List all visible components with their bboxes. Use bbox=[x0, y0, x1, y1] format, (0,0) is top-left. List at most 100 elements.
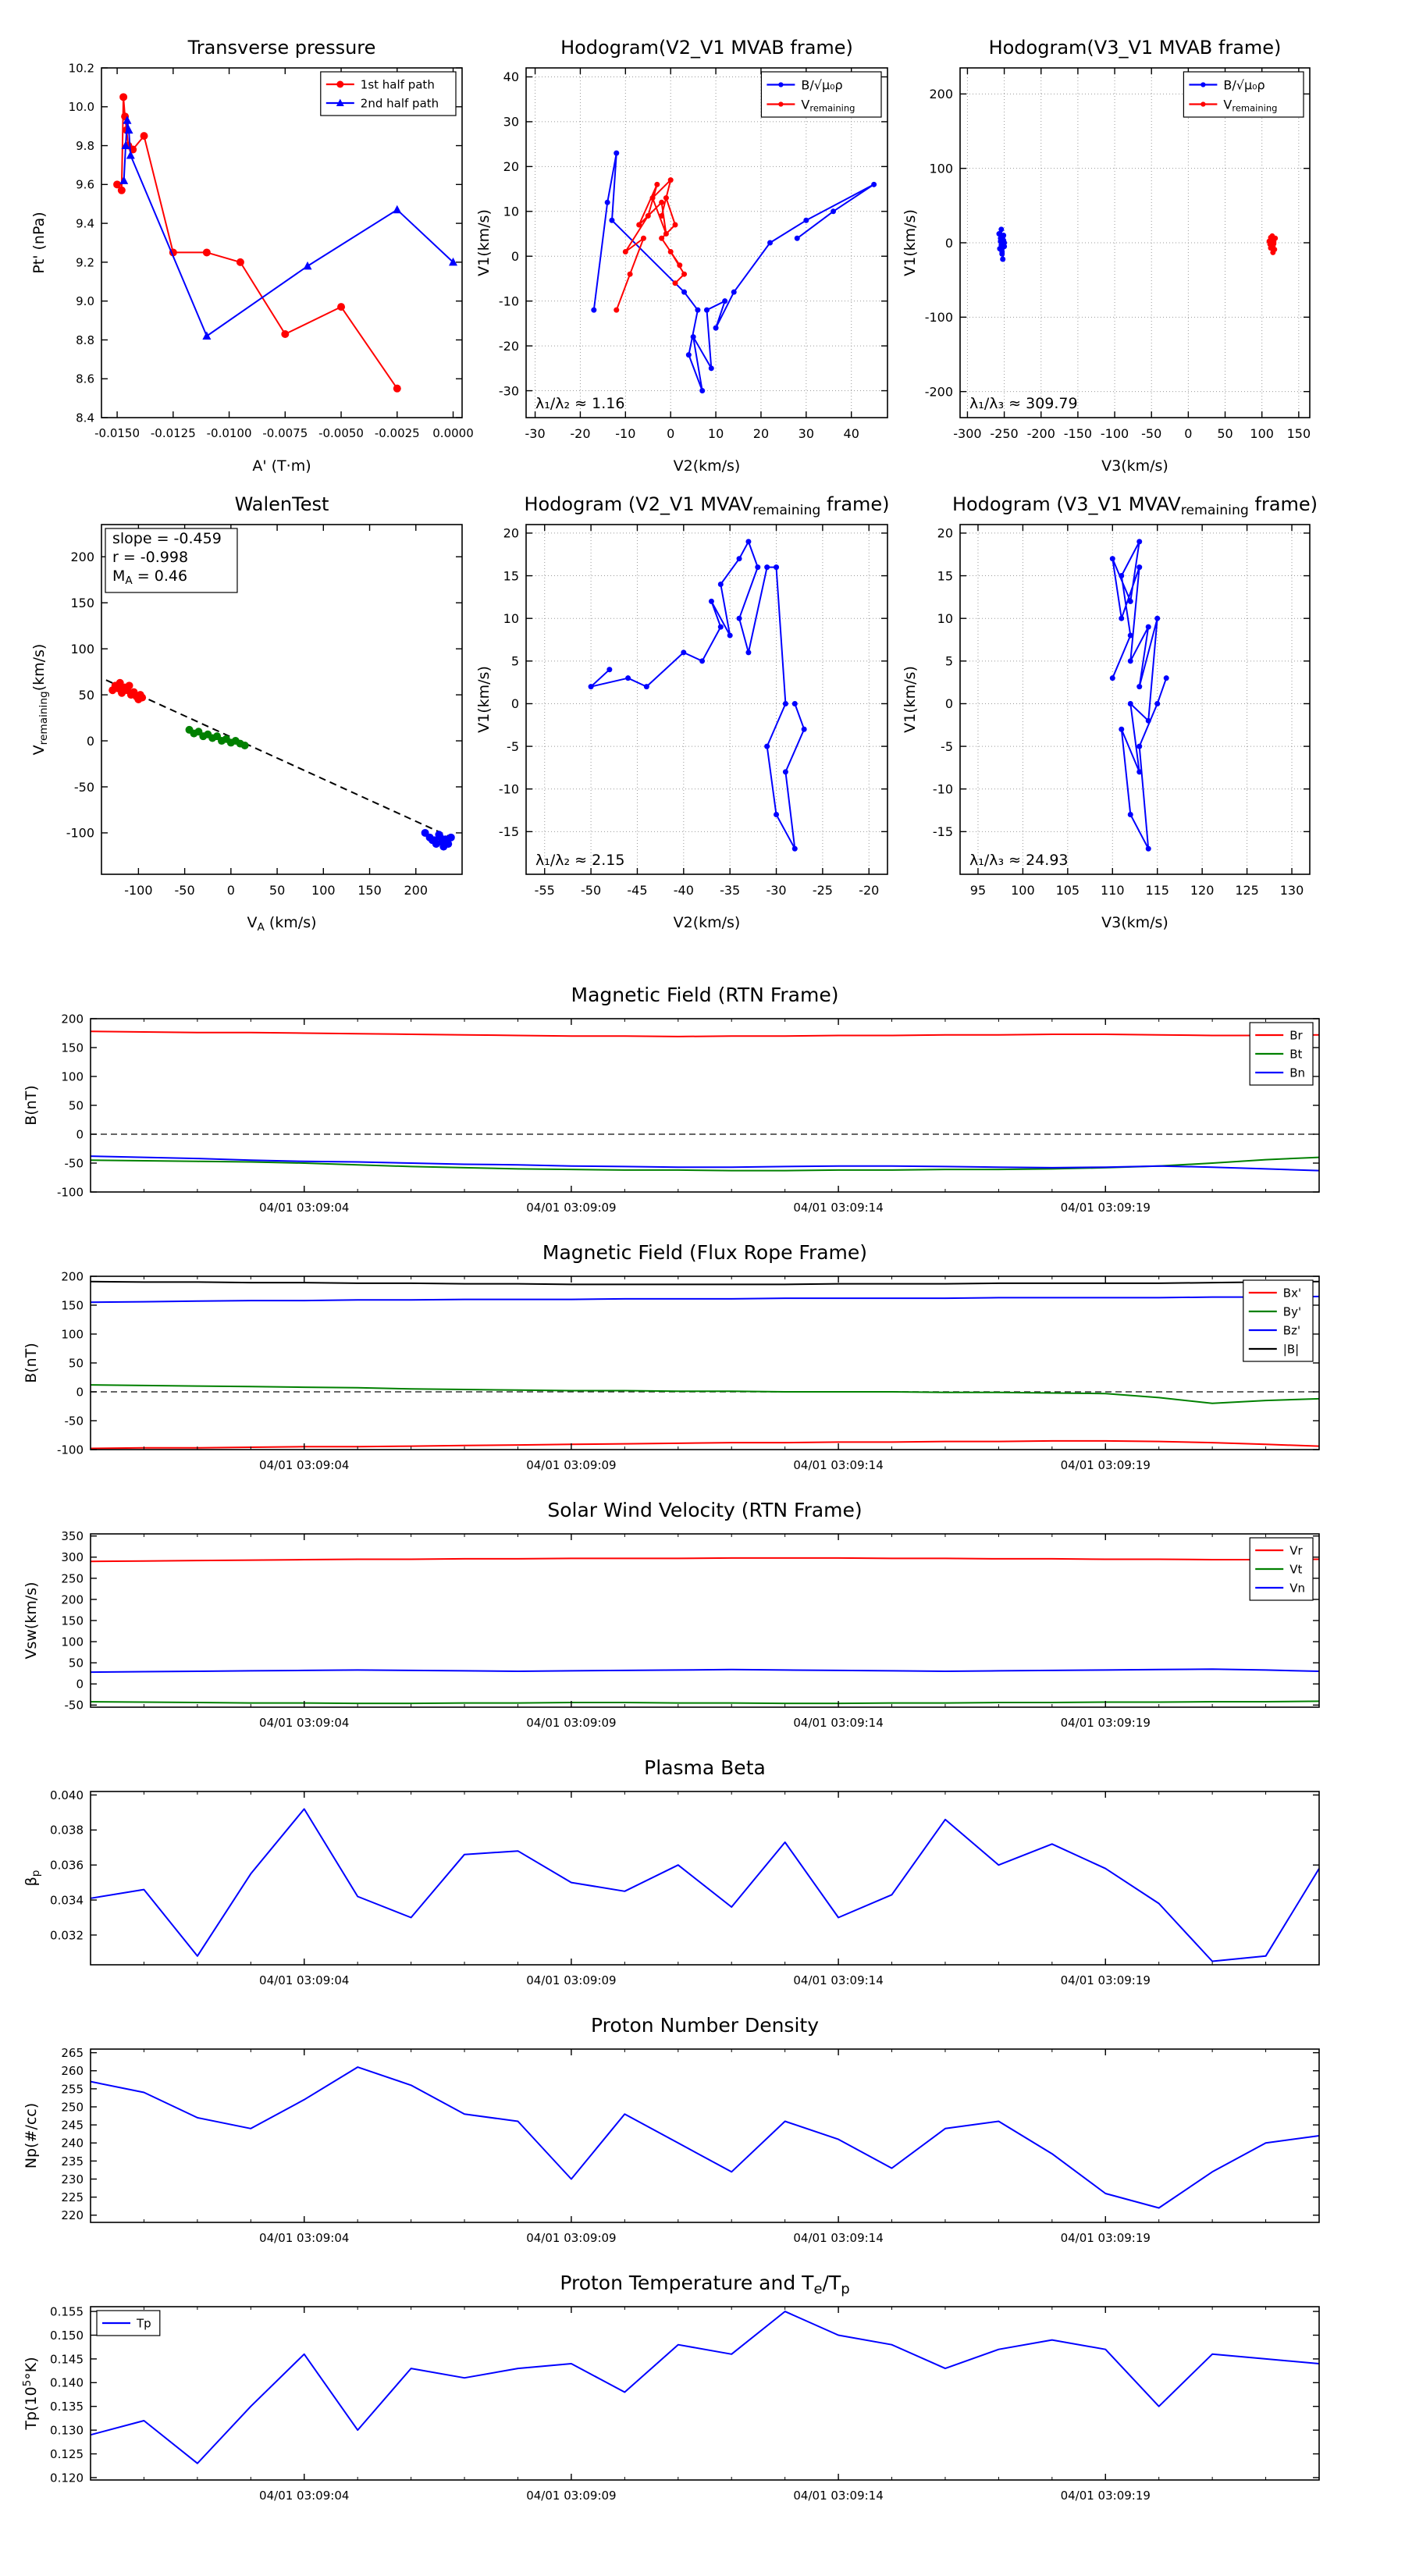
svg-text:0.032: 0.032 bbox=[50, 1928, 84, 1942]
svg-text:-50: -50 bbox=[65, 1699, 84, 1713]
svg-text:V1(km/s): V1(km/s) bbox=[478, 666, 493, 733]
svg-text:04/01 03:09:14: 04/01 03:09:14 bbox=[793, 2231, 883, 2245]
svg-text:-100: -100 bbox=[925, 310, 953, 325]
svg-text:04/01 03:09:09: 04/01 03:09:09 bbox=[526, 2231, 616, 2245]
svg-text:0.140: 0.140 bbox=[50, 2376, 84, 2390]
svg-text:V2(km/s): V2(km/s) bbox=[674, 914, 741, 931]
svg-text:2nd half path: 2nd half path bbox=[361, 96, 439, 110]
svg-text:V3(km/s): V3(km/s) bbox=[1101, 914, 1168, 931]
chart-hodogram-v2v1-mvab: -30 -20 -10 0 10 20 30 40 -30 -20 -10 0 10 20 30 40 Hodo… bbox=[475, 12, 903, 480]
svg-text:04/01 03:09:04: 04/01 03:09:04 bbox=[259, 1973, 349, 1987]
svg-text:20: 20 bbox=[937, 526, 953, 541]
svg-text:Np(#/cc): Np(#/cc) bbox=[23, 2103, 40, 2169]
svg-text:20: 20 bbox=[503, 159, 519, 174]
svg-text:20: 20 bbox=[753, 426, 769, 441]
svg-text:0: 0 bbox=[511, 249, 519, 264]
svg-text:10: 10 bbox=[503, 205, 519, 219]
svg-text:Bx': Bx' bbox=[1283, 1286, 1301, 1300]
svg-text:50: 50 bbox=[69, 1356, 84, 1370]
svg-text:Vn: Vn bbox=[1289, 1581, 1305, 1595]
svg-text:50: 50 bbox=[69, 1656, 84, 1670]
svg-text:-150: -150 bbox=[1064, 426, 1092, 441]
svg-text:04/01 03:09:04: 04/01 03:09:04 bbox=[259, 1458, 349, 1472]
svg-text:40: 40 bbox=[503, 69, 519, 84]
svg-text:110: 110 bbox=[1101, 883, 1125, 898]
svg-text:-40: -40 bbox=[674, 883, 694, 898]
svg-text:0.036: 0.036 bbox=[50, 1859, 84, 1873]
svg-text:10: 10 bbox=[708, 426, 724, 441]
svg-text:-5: -5 bbox=[507, 739, 519, 754]
svg-text:-100: -100 bbox=[1101, 426, 1129, 441]
svg-text:Hodogram (V2_V1 MVAVremaining: Hodogram (V2_V1 MVAVremaining frame) bbox=[524, 493, 889, 518]
svg-text:Proton Temperature and Te/Tp: Proton Temperature and Te/Tp bbox=[560, 2272, 849, 2297]
svg-text:265: 265 bbox=[61, 2046, 84, 2060]
svg-text:Tp(105°K): Tp(105°K) bbox=[21, 2357, 40, 2430]
svg-text:250: 250 bbox=[61, 2100, 84, 2114]
svg-text:230: 230 bbox=[61, 2172, 84, 2186]
chart-magnetic-field-rtn: 04/01 03:09:04 04/01 03:09:09 04/01 03:09:… bbox=[8, 964, 1397, 1222]
svg-text:150: 150 bbox=[70, 596, 94, 610]
svg-text:0.130: 0.130 bbox=[50, 2424, 84, 2438]
svg-text:150: 150 bbox=[357, 883, 382, 898]
svg-text:V1(km/s): V1(km/s) bbox=[902, 209, 919, 276]
svg-text:15: 15 bbox=[503, 568, 519, 583]
svg-text:0: 0 bbox=[945, 236, 953, 251]
svg-text:100: 100 bbox=[929, 161, 953, 176]
svg-text:04/01 03:09:19: 04/01 03:09:19 bbox=[1061, 1458, 1151, 1472]
svg-text:0.145: 0.145 bbox=[50, 2352, 84, 2366]
svg-text:B(nT): B(nT) bbox=[23, 1343, 40, 1383]
svg-text:Bn: Bn bbox=[1289, 1066, 1305, 1080]
svg-text:By': By' bbox=[1283, 1304, 1301, 1318]
svg-text:-20: -20 bbox=[859, 883, 879, 898]
svg-text:Transverse pressure: Transverse pressure bbox=[187, 37, 376, 59]
svg-text:VA (km/s): VA (km/s) bbox=[247, 914, 316, 934]
svg-text:r = -0.998: r = -0.998 bbox=[112, 549, 188, 566]
chart-proton-number-density: 04/01 03:09:04 04/01 03:09:09 04/01 03:09:… bbox=[8, 1994, 1397, 2252]
svg-text:V2(km/s): V2(km/s) bbox=[674, 457, 741, 475]
svg-text:130: 130 bbox=[1280, 883, 1304, 898]
svg-text:260: 260 bbox=[61, 2064, 84, 2078]
svg-text:-30: -30 bbox=[499, 383, 519, 398]
svg-text:04/01 03:09:09: 04/01 03:09:09 bbox=[526, 1973, 616, 1987]
svg-text:300: 300 bbox=[61, 1550, 84, 1564]
svg-text:-250: -250 bbox=[990, 426, 1018, 441]
svg-text:-50: -50 bbox=[1141, 426, 1161, 441]
svg-text:-5: -5 bbox=[941, 739, 953, 754]
svg-text:-10: -10 bbox=[499, 781, 519, 796]
svg-text:λ₁/λ₂ ≈ 2.15: λ₁/λ₂ ≈ 2.15 bbox=[535, 852, 624, 869]
svg-text:1st half path: 1st half path bbox=[361, 77, 435, 91]
svg-text:200: 200 bbox=[61, 1592, 84, 1606]
svg-text:20: 20 bbox=[503, 526, 519, 541]
svg-text:105: 105 bbox=[1056, 883, 1080, 898]
svg-text:λ₁/λ₃ ≈ 24.93: λ₁/λ₃ ≈ 24.93 bbox=[969, 852, 1069, 869]
svg-text:200: 200 bbox=[404, 883, 428, 898]
svg-text:-0.0100: -0.0100 bbox=[207, 426, 252, 440]
svg-text:-200: -200 bbox=[925, 384, 953, 399]
svg-text:-20: -20 bbox=[570, 426, 590, 441]
svg-text:40: 40 bbox=[844, 426, 859, 441]
svg-text:50: 50 bbox=[69, 1098, 84, 1112]
svg-text:04/01 03:09:04: 04/01 03:09:04 bbox=[259, 1201, 349, 1215]
svg-text:Vr: Vr bbox=[1289, 1543, 1303, 1557]
svg-text:B/√μ₀ρ: B/√μ₀ρ bbox=[801, 77, 842, 92]
svg-text:Tp: Tp bbox=[136, 2316, 151, 2330]
svg-text:200: 200 bbox=[70, 550, 94, 564]
svg-text:50: 50 bbox=[1217, 426, 1232, 441]
svg-text:-50: -50 bbox=[74, 780, 94, 795]
svg-text:Solar Wind Velocity (RTN Frame: Solar Wind Velocity (RTN Frame) bbox=[547, 1499, 862, 1521]
svg-text:0: 0 bbox=[945, 696, 953, 711]
chart-plasma-beta: 04/01 03:09:04 04/01 03:09:09 04/01 03:09:… bbox=[8, 1737, 1397, 1994]
svg-text:0.125: 0.125 bbox=[50, 2447, 84, 2461]
svg-text:120: 120 bbox=[1190, 883, 1215, 898]
svg-text:100: 100 bbox=[1011, 883, 1035, 898]
svg-text:Hodogram(V3_V1 MVAB frame): Hodogram(V3_V1 MVAB frame) bbox=[989, 37, 1282, 59]
svg-text:0: 0 bbox=[227, 883, 235, 898]
svg-text:0: 0 bbox=[511, 696, 519, 711]
svg-text:Bt: Bt bbox=[1289, 1047, 1302, 1061]
chart-transverse-pressure: -0.0150 -0.0125 -0.0100 -0.0075 -0.0050 -0.00… bbox=[8, 12, 476, 480]
svg-text:245: 245 bbox=[61, 2119, 84, 2133]
svg-text:WalenTest: WalenTest bbox=[235, 493, 329, 515]
svg-text:04/01 03:09:09: 04/01 03:09:09 bbox=[526, 1716, 616, 1730]
svg-text:235: 235 bbox=[61, 2154, 84, 2169]
